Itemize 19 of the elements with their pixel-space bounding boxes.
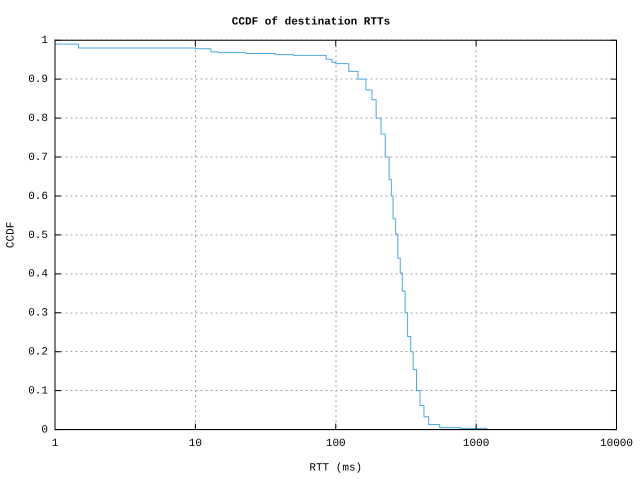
y-tick-label: 0.5 [28, 230, 48, 242]
y-tick-label: 0.6 [28, 190, 48, 203]
y-tick-label: 0.8 [28, 112, 48, 125]
x-tick-label: 10 [188, 438, 202, 450]
y-tick-label: 0.3 [28, 308, 48, 320]
x-tick-label: 1 [52, 438, 59, 450]
x-tick-label: 100 [326, 438, 346, 450]
y-tick-label: 0.7 [28, 152, 48, 164]
y-tick-label: 0.4 [28, 268, 48, 281]
y-tick-label: 0.2 [28, 346, 48, 359]
x-tick-label: 10000 [600, 438, 634, 450]
y-tick-label: 1 [41, 35, 48, 48]
y-tick-label: 0.1 [28, 386, 48, 398]
x-axis-title: RTT (ms) [309, 462, 362, 474]
x-tick-label: 1000 [462, 438, 490, 450]
chart-title: CCDF of destination RTTs [232, 15, 390, 28]
y-tick-label: 0.9 [28, 74, 48, 86]
y-axis-title: CCDF [6, 222, 18, 248]
y-tick-label: 0 [41, 424, 48, 437]
